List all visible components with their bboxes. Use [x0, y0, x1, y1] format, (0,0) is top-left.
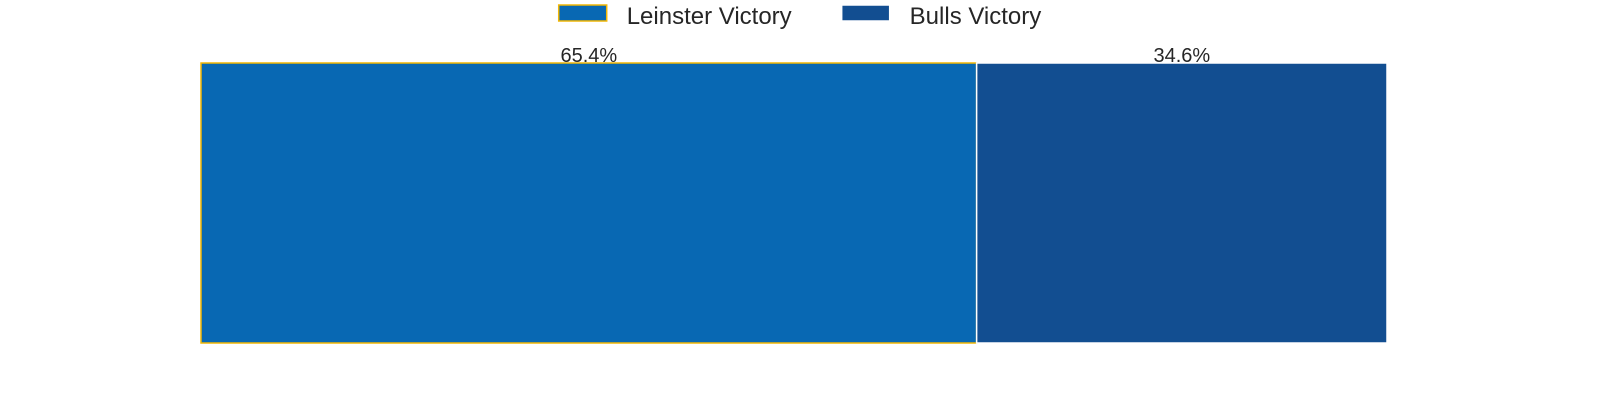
- data-label-leinster-victory: 65.4%: [560, 45, 617, 67]
- legend-label-leinster-victory: Leinster Victory: [627, 3, 792, 30]
- legend-swatch-leinster-victory: [557, 4, 608, 22]
- bar-leinster-victory: [200, 62, 978, 344]
- legend-swatch-bulls-victory: [840, 4, 891, 22]
- data-labels: 65.4% 34.6%: [560, 45, 1210, 67]
- legend: Leinster Victory Bulls Victory: [557, 3, 1042, 30]
- legend-label-bulls-victory: Bulls Victory: [910, 3, 1042, 30]
- bar-bulls-victory: [975, 62, 1388, 344]
- stacked-bar: [200, 62, 1388, 344]
- data-label-bulls-victory: 34.6%: [1153, 45, 1210, 67]
